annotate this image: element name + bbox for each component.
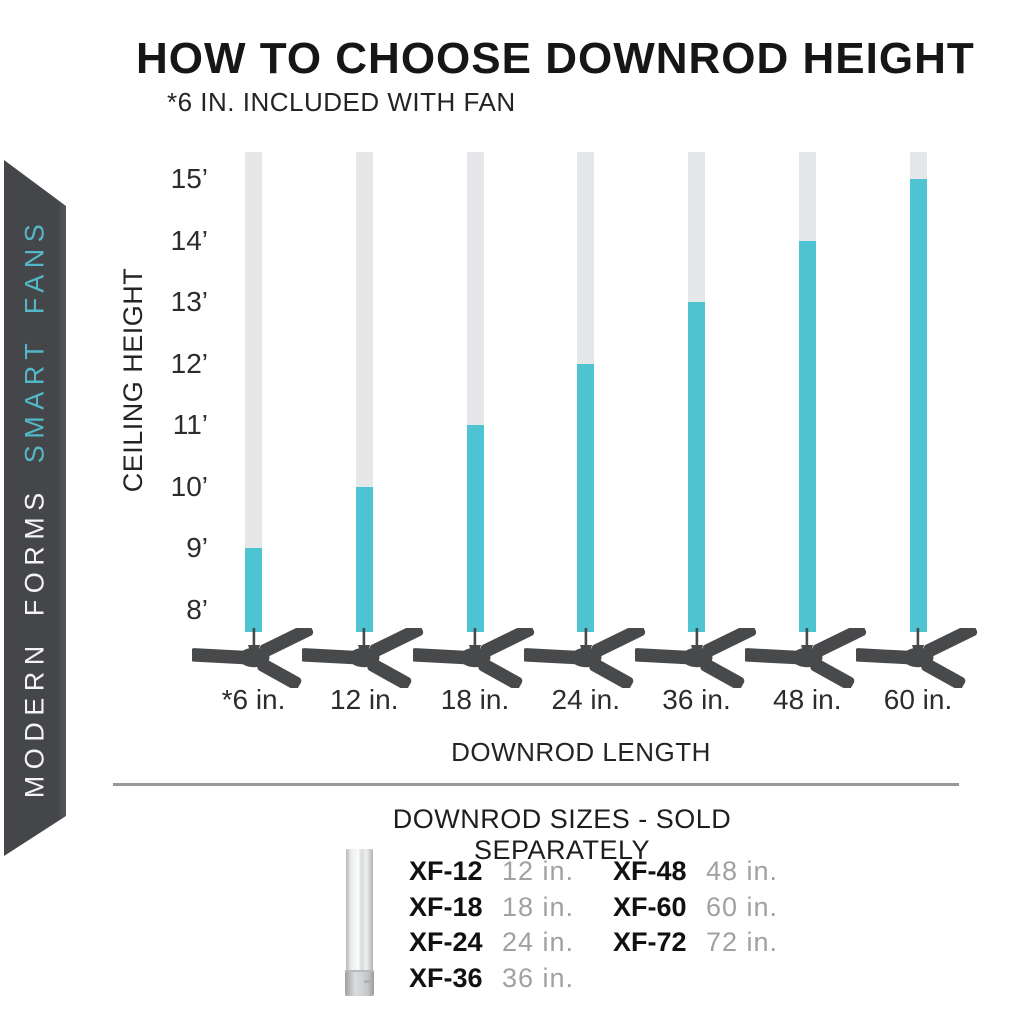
- size-cell: 18 in.: [502, 891, 575, 922]
- downrod-tube: [346, 849, 373, 973]
- page-title: HOW TO CHOOSE DOWNROD HEIGHT: [136, 34, 975, 83]
- x-category-label: 48 in.: [773, 684, 842, 715]
- model-cell: XF-36: [409, 963, 483, 994]
- x-category-label: 24 in.: [551, 684, 621, 715]
- size-cell: 12 in.: [502, 856, 575, 886]
- ceiling-fan-icon: [300, 623, 426, 690]
- size-cell: 60 in.: [706, 891, 779, 922]
- brand-ribbon: MODERN FORMS SMART FANS: [4, 160, 66, 856]
- y-tick-label: 15’: [170, 163, 208, 194]
- downrod-track: [245, 152, 262, 632]
- y-tick-label: 10’: [170, 470, 208, 502]
- section-divider: [113, 783, 959, 786]
- x-category-label: 18 in.: [440, 684, 510, 715]
- ceiling-fan-icon: [853, 623, 980, 690]
- model-cell: XF-72: [613, 927, 687, 958]
- downrod-coupler: [345, 970, 374, 996]
- downrod-bar: [577, 363, 595, 632]
- model-cell: XF-60: [613, 891, 687, 922]
- y-tick-label: 8’: [186, 593, 208, 625]
- downrod-bar: [245, 548, 262, 632]
- downrod-bar: [466, 425, 484, 632]
- downrod-sizes-title: DOWNROD SIZES - SOLD SEPARATELY: [392, 804, 732, 865]
- downrod-photo: [345, 849, 374, 996]
- y-tick-label: 11’: [172, 409, 208, 441]
- y-tick-label: 14’: [170, 224, 208, 256]
- ceiling-fan-icon: [189, 623, 316, 690]
- ceiling-fan-icon: [521, 623, 648, 690]
- x-category-label: 60 in.: [883, 684, 953, 715]
- downrod-bar: [909, 179, 927, 632]
- downrod-bar: [355, 486, 373, 632]
- page-subtitle: *6 IN. INCLUDED WITH FAN: [167, 87, 516, 117]
- downrod-bar: [688, 302, 705, 632]
- size-cell: 36 in.: [502, 963, 575, 994]
- x-axis-label: DOWNROD LENGTH: [451, 737, 711, 767]
- x-category-label: 12 in.: [330, 684, 399, 715]
- size-cell: 24 in.: [502, 927, 575, 958]
- downrod-bar: [798, 240, 816, 632]
- size-cell: 48 in.: [706, 856, 779, 886]
- x-category-label: 36 in.: [662, 684, 731, 715]
- y-tick-label: 13’: [170, 286, 208, 318]
- model-cell: XF-18: [409, 891, 483, 922]
- y-tick-label: 9’: [186, 532, 208, 564]
- y-tick-label: 12’: [170, 347, 208, 379]
- model-cell: XF-24: [409, 927, 483, 958]
- ceiling-fan-icon: [410, 623, 537, 690]
- model-cell: XF-12: [409, 856, 483, 886]
- size-cell: 72 in.: [706, 927, 779, 958]
- model-cell: XF-48: [613, 856, 687, 886]
- ceiling-fan-icon: [632, 623, 759, 690]
- x-category-label: *6 in.: [221, 684, 286, 715]
- ceiling-fan-icon: [743, 623, 869, 690]
